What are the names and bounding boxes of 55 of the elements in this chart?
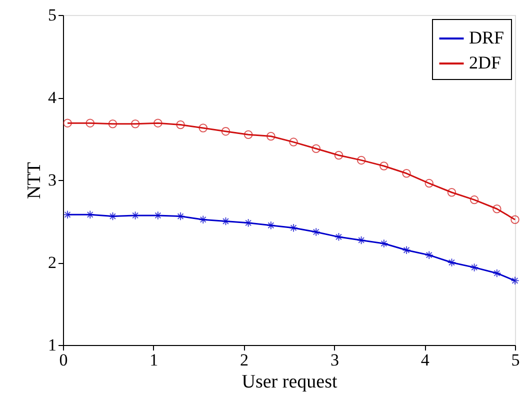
y-tick-label: 1 [48,336,56,354]
y-tick-label: 3 [48,170,56,190]
point [402,246,411,254]
point [492,268,502,278]
legend-label: DRF [469,28,504,48]
x-tick-label: 1 [150,350,158,370]
point [334,232,344,242]
point [289,223,298,232]
point [510,276,520,286]
point [334,150,344,160]
point [221,126,230,136]
point [424,178,434,188]
point [289,138,298,146]
point [266,221,276,230]
point [470,263,479,272]
point [380,239,388,248]
point [154,118,162,128]
point [198,215,208,224]
x-tick-label: 2 [240,350,249,370]
point [244,218,253,228]
point [244,130,253,139]
point [447,188,456,197]
point [447,258,456,267]
point [86,118,94,128]
point [108,120,118,128]
x-tick-label: 0 [59,350,68,370]
y-tick-label: 4 [48,88,57,107]
point [424,250,434,260]
legend-label: 2DF [469,52,502,72]
point [356,236,366,245]
x-tick-label: 5 [511,350,520,370]
x-tick-label: 4 [420,350,430,370]
point [130,120,140,128]
point [266,132,276,141]
point [470,195,479,204]
point [356,156,366,165]
y-tick-label: 5 [48,6,56,24]
x-tick-label: 3 [330,350,339,370]
point [176,212,185,221]
y-tick-label: 2 [48,253,56,272]
point [380,162,388,170]
point [176,120,185,130]
point [198,124,208,132]
point [86,210,94,220]
y-axis-title: NTT [24,162,45,199]
x-axis-title: User request [242,372,338,392]
point [510,215,520,224]
point [312,228,320,236]
point [108,212,118,221]
point [492,204,502,214]
point [63,210,72,220]
point [63,118,72,128]
point [221,216,230,226]
point [312,144,320,154]
point [402,169,411,178]
